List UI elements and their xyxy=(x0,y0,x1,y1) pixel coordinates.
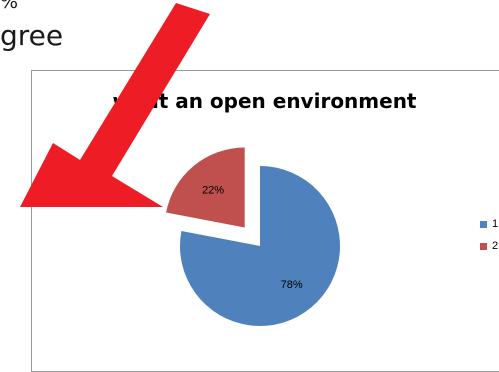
pie-slice-1 xyxy=(180,166,340,326)
pie-label-1: 78% xyxy=(281,279,303,291)
pie-chart: 78% 22% xyxy=(166,147,340,326)
legend-item-1: 1 xyxy=(480,217,498,231)
chart-frame: want an open environment 78% 22% 1 2 xyxy=(31,70,499,372)
pie-slices xyxy=(166,147,340,326)
pie-label-2: 22% xyxy=(202,184,224,196)
legend-swatch-1 xyxy=(480,220,487,228)
legend-label-2: 2 xyxy=(492,240,499,252)
slide-top-text: % xyxy=(0,0,19,13)
slide-body-text: gree xyxy=(0,19,64,52)
legend-label-1: 1 xyxy=(492,218,499,230)
legend-swatch-2 xyxy=(480,242,487,250)
legend-item-2: 2 xyxy=(480,239,498,253)
